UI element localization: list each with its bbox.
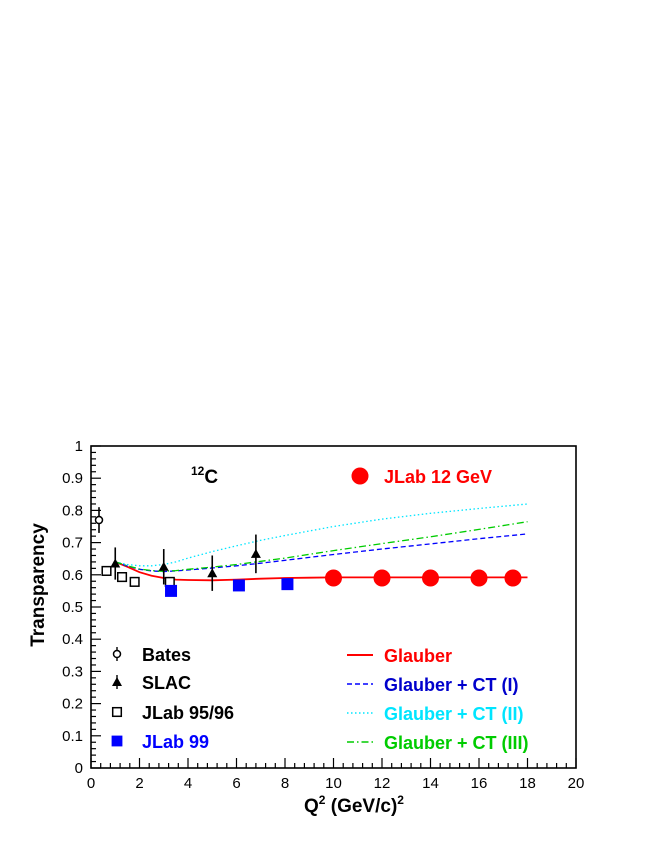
legend-slac-label: SLAC <box>142 673 191 693</box>
slac-point <box>207 568 218 578</box>
x-tick-label: 16 <box>471 775 488 792</box>
jlab-95-96-point <box>129 576 140 587</box>
legend-jlab-99-marker <box>111 735 123 747</box>
x-tick-label: 14 <box>422 775 439 792</box>
x-tick-label: 8 <box>281 775 289 792</box>
y-tick-label: 0.3 <box>62 663 83 680</box>
y-tick-label: 0 <box>75 760 83 777</box>
curve-glauber-ct-ii <box>115 503 528 567</box>
y-tick-label: 0.9 <box>62 470 83 487</box>
legend-bates-marker <box>112 649 122 659</box>
slac-point <box>158 561 169 571</box>
jlab-99-point <box>165 584 178 597</box>
legend: Bates SLAC JLab 95/96 JLab 99 Glauber Glauber… <box>111 467 529 753</box>
y-tick-label: 0.2 <box>62 696 83 713</box>
slac-point <box>110 558 121 568</box>
legend-jlab-99-label: JLab 99 <box>142 732 209 752</box>
jlab-12-gev-point <box>422 569 439 587</box>
slac-point <box>250 548 261 558</box>
nucleus-mass-number: 12 <box>191 464 205 478</box>
legend-bates-label: Bates <box>142 645 191 665</box>
jlab-12-gev-point <box>470 569 488 587</box>
jlab-95-96-point <box>101 565 112 576</box>
legend-jlab-95-96-marker <box>111 706 123 718</box>
legend-jlab-12-gev-label: JLab 12 GeV <box>384 467 492 487</box>
curve-glauber-ct-iii <box>115 521 528 572</box>
x-tick-label: 4 <box>184 775 192 792</box>
y-tick-label: 1 <box>75 438 83 455</box>
jlab-12-gev-point <box>373 569 391 587</box>
y-tick-label: 0.6 <box>62 567 83 584</box>
x-tick-label: 2 <box>135 775 143 792</box>
x-tick-label: 20 <box>568 775 585 792</box>
bates-point <box>94 515 104 525</box>
data-points <box>94 507 522 597</box>
x-axis-label: Q2 (GeV/c)2 <box>304 793 404 817</box>
y-tick-label: 0.8 <box>62 502 83 519</box>
x-axis-label-sup: 2 <box>319 793 326 807</box>
y-axis-label: Transparency <box>28 523 49 647</box>
legend-glauber-ct-ii-label: Glauber + CT (II) <box>384 704 524 724</box>
jlab-95-96-point <box>164 576 175 587</box>
y-tick-label: 0.5 <box>62 599 83 616</box>
y-axis-ticks: 0 0.1 0.2 0.3 0.4 0.5 0.6 0.7 0.8 0.9 1 <box>62 438 101 777</box>
legend-jlab-95-96-label: JLab 95/96 <box>142 703 234 723</box>
legend-glauber-ct-i-label: Glauber + CT (I) <box>384 675 519 695</box>
legend-jlab-12-gev-marker <box>351 467 369 485</box>
x-axis-ticks: 0 2 4 6 8 10 12 14 16 18 20 <box>87 758 585 792</box>
x-tick-label: 0 <box>87 775 95 792</box>
y-tick-label: 0.7 <box>62 535 83 552</box>
x-tick-label: 12 <box>374 775 391 792</box>
x-tick-label: 18 <box>519 775 536 792</box>
legend-glauber-label: Glauber <box>384 646 452 666</box>
legend-glauber-ct-iii-label: Glauber + CT (III) <box>384 733 529 753</box>
nucleus-symbol: C <box>204 467 218 488</box>
jlab-12-gev-point <box>325 569 342 587</box>
jlab-99-point <box>281 578 294 591</box>
y-tick-label: 0.4 <box>62 631 83 648</box>
jlab-99-point <box>232 579 245 592</box>
model-curves <box>114 503 528 582</box>
nucleus-annotation: 12C <box>191 464 218 488</box>
jlab-12-gev-point <box>504 569 522 587</box>
x-tick-label: 10 <box>325 775 342 792</box>
x-axis-label-q: Q <box>304 796 319 817</box>
x-axis-label-sup2: 2 <box>397 793 404 807</box>
legend-slac-marker <box>112 677 122 686</box>
jlab-95-96-point <box>116 572 128 583</box>
x-axis-label-units: (GeV/c) <box>325 796 397 817</box>
y-tick-label: 0.1 <box>62 728 83 745</box>
x-tick-label: 6 <box>232 775 240 792</box>
